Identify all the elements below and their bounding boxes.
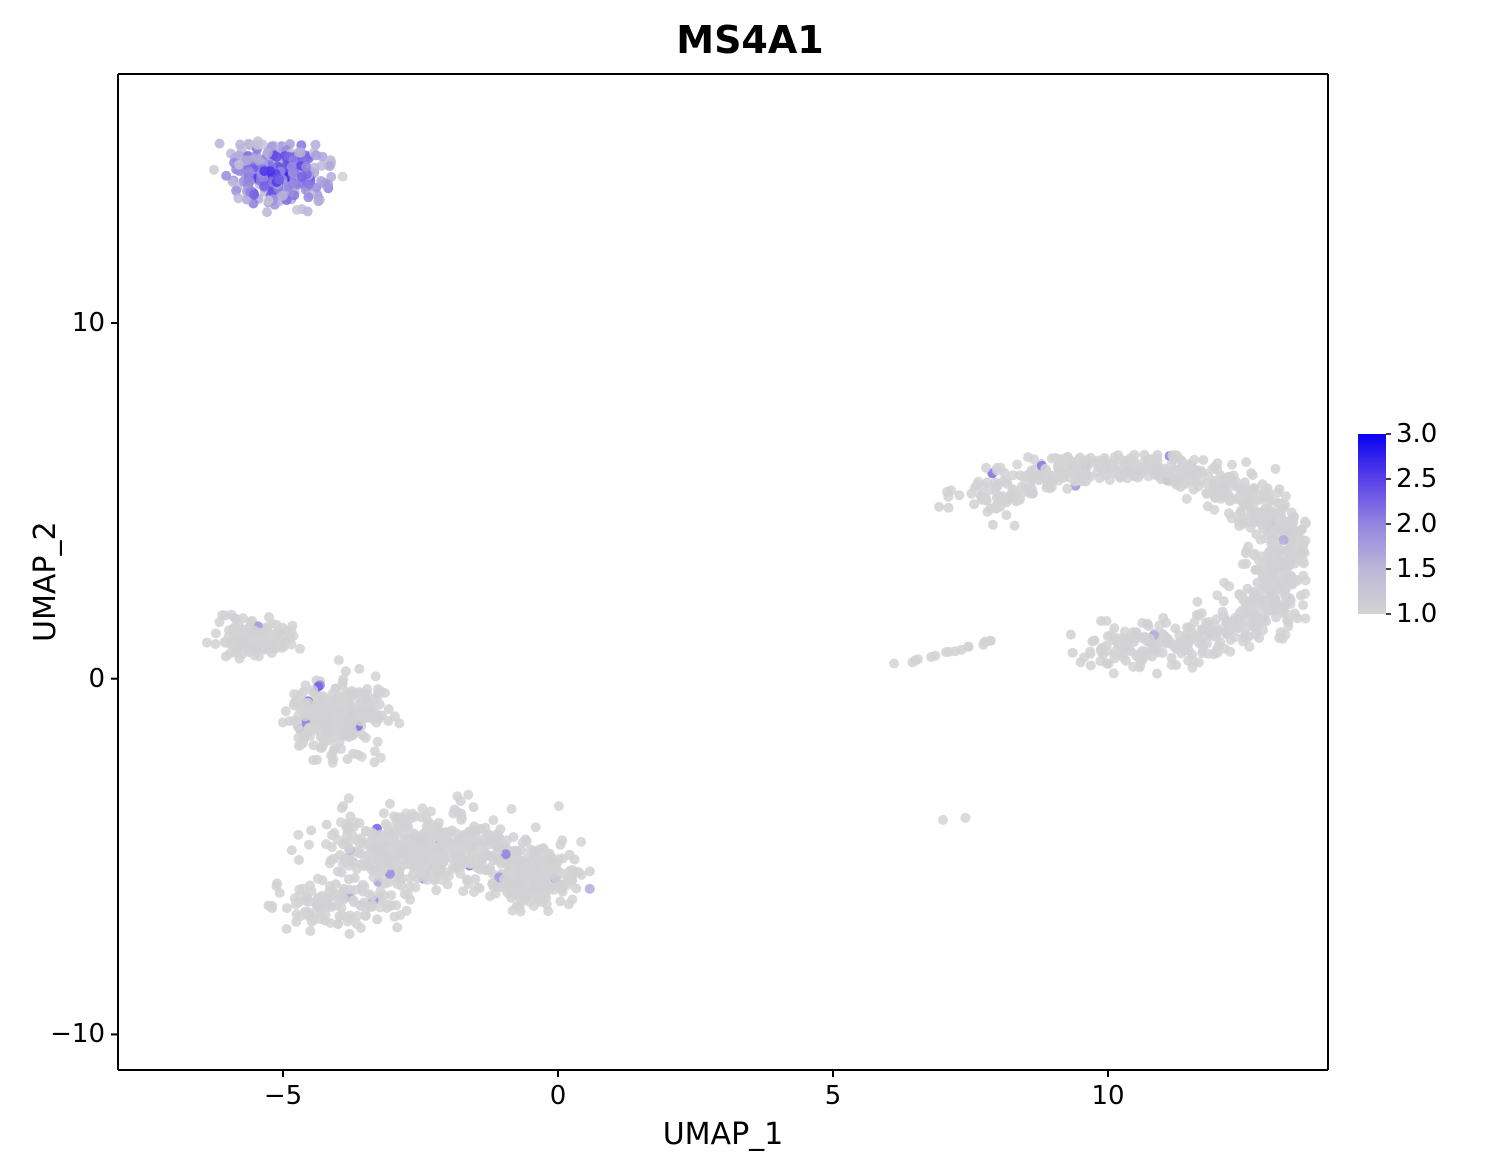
colorbar-legend xyxy=(0,0,1500,1167)
y-tick-label: 10 xyxy=(72,308,105,338)
x-tick-label: 0 xyxy=(528,1081,588,1111)
x-tick-label: 5 xyxy=(803,1081,863,1111)
colorbar-tick-label: 1.0 xyxy=(1396,599,1437,629)
x-tick-label: 10 xyxy=(1078,1081,1138,1111)
y-tick-label: 0 xyxy=(88,664,105,694)
y-tick-label: −10 xyxy=(50,1019,105,1049)
colorbar-tick-label: 3.0 xyxy=(1396,419,1437,449)
colorbar-tick-label: 1.5 xyxy=(1396,554,1437,584)
x-tick-label: −5 xyxy=(253,1081,313,1111)
colorbar-tick-label: 2.5 xyxy=(1396,464,1437,494)
colorbar xyxy=(1358,434,1386,614)
chart-root: MS4A1 UMAP_1 UMAP_2 −50510−100103.02.52.… xyxy=(0,0,1500,1167)
colorbar-tick-label: 2.0 xyxy=(1396,509,1437,539)
